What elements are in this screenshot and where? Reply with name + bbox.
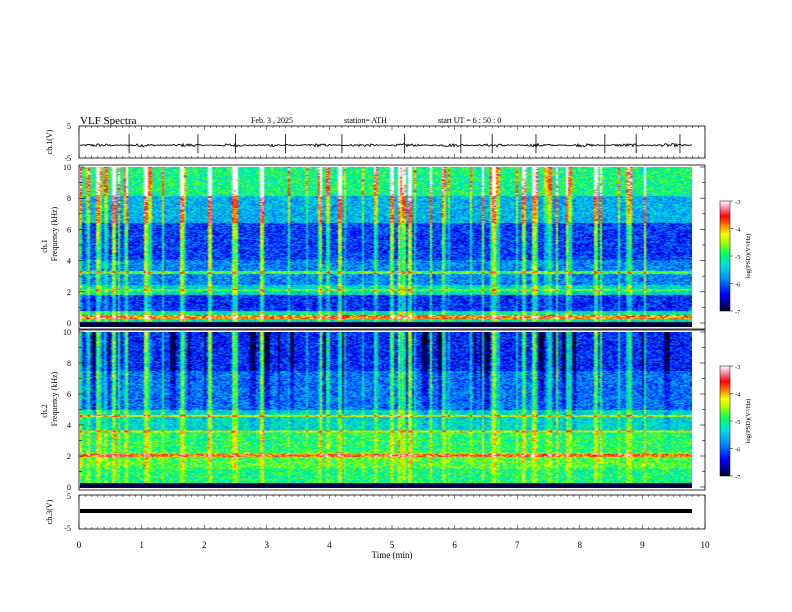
spec1-yticks-label-6: 6: [67, 225, 71, 234]
time-tick-6: 6: [452, 540, 457, 550]
cb2-ticks--3: -3: [735, 364, 740, 371]
time-tick-2: 2: [202, 540, 207, 550]
ch2-spectrogram-panel: 0 2 4 6 8 10 ch.2 Frequency (kHz): [40, 328, 706, 492]
date-label: Feb. 3 , 2025: [251, 116, 293, 125]
cb1-ticks--7: -7: [735, 309, 741, 316]
cb2-ticks--4: -4: [735, 392, 741, 399]
ch1-colorbar-label: log(PSD)(V²/Hz): [745, 234, 752, 279]
spec1-yticks-label-4: 4: [67, 257, 71, 266]
spec1-yticks-label-0: 0: [67, 319, 71, 328]
spec2-yticks-label-10: 10: [63, 328, 71, 337]
time-tick-5: 5: [390, 540, 395, 550]
start-time-label: start UT = 6 : 50 : 0: [438, 116, 501, 125]
time-axis-tick-labels: 0 1 2 3 4 5 6 7 8 9 10: [77, 540, 710, 550]
ch1-frequency-ticks: 0 2 4 6 8 10: [63, 163, 705, 328]
time-axis-label: Time (min): [372, 550, 413, 560]
ch1-colorbar-scale: [719, 200, 731, 312]
ch2-colorbar-scale: [719, 365, 731, 477]
ch1-ylabel: ch.1(V): [45, 129, 54, 154]
ch1-waveform-line: [79, 142, 693, 148]
ch3-waveform-line: [80, 509, 692, 513]
cb2-ticks--6: -6: [735, 447, 741, 454]
ch1-ytick-bottom: -5: [64, 154, 71, 163]
ch1-waveform-panel: 5 -5 ch.1(V): [45, 122, 706, 163]
spec1-yticks-label-8: 8: [67, 194, 71, 203]
spec1-yticks-label-2: 2: [67, 288, 71, 297]
ch3-ytick-top: 5: [67, 492, 71, 501]
time-tick-1: 1: [139, 540, 144, 550]
ch1-spectrogram-panel: 0 2 4 6 8 10 ch.1 Frequency (kHz): [40, 163, 706, 330]
spec2-yticks-label-2: 2: [67, 452, 71, 461]
station-label: station= ATH: [344, 116, 387, 125]
ch1-ytick-top: 5: [67, 122, 71, 131]
time-tick-10: 10: [701, 540, 711, 550]
cb1-ticks--3: -3: [735, 199, 740, 206]
cb2-ticks--7: -7: [735, 474, 741, 481]
spec2-yticks-label-4: 4: [67, 421, 71, 430]
ch3-xticks: [78, 495, 706, 529]
ch3-waveform-panel: 5 -5 ch.3(V) 0 1 2 3 4 5 6 7 8 9 10 Time (min): [45, 492, 710, 560]
ch1-spikes: [128, 134, 681, 154]
cb1-ticks--5: -5: [735, 254, 740, 261]
figure-title: VLF Spectra: [80, 115, 137, 127]
time-tick-9: 9: [640, 540, 645, 550]
spec2-yticks-label-0: 0: [67, 483, 71, 492]
time-tick-7: 7: [515, 540, 520, 550]
ch2-colorbar-label: log(PSD)(V²/Hz): [745, 399, 752, 444]
cb2-ticks--5: -5: [735, 419, 740, 426]
spec1-yticks-label-10: 10: [63, 163, 71, 172]
ch3-ylabel: ch.3(V): [45, 499, 54, 524]
ch1-colorbar: -3 -4 -5 -6 -7 log(PSD)(V²/Hz): [719, 199, 752, 316]
ch2-colorbar: -3 -4 -5 -6 -7 log(PSD)(V²/Hz): [719, 364, 752, 481]
ch2-spectrogram-image: [80, 332, 692, 488]
ch1-xticks: [78, 126, 706, 158]
cb1-ticks--4: -4: [735, 227, 741, 234]
time-tick-3: 3: [265, 540, 270, 550]
ch2-frequency-ticks: 0 2 4 6 8 10: [63, 328, 705, 492]
ch1-colorbar-ticks: -3 -4 -5 -6 -7: [730, 199, 741, 316]
ch1-spec-ylabel-channel: ch.1: [40, 239, 49, 253]
cb1-ticks--6: -6: [735, 282, 741, 289]
time-tick-0: 0: [77, 540, 82, 550]
spec2-yticks-label-8: 8: [67, 359, 71, 368]
ch2-spec-ylabel-channel: ch.2: [40, 404, 49, 418]
ch1-spec-ylabel-frequency: Frequency (kHz): [50, 206, 59, 261]
time-tick-8: 8: [578, 540, 583, 550]
ch2-spec-ylabel-frequency: Frequency (kHz): [50, 371, 59, 426]
spec2-yticks-label-6: 6: [67, 390, 71, 399]
ch1-spectrogram-image: [80, 167, 692, 327]
time-tick-4: 4: [327, 540, 332, 550]
ch3-ytick-bottom: -5: [64, 524, 71, 533]
ch2-colorbar-ticks: -3 -4 -5 -6 -7: [730, 364, 741, 481]
